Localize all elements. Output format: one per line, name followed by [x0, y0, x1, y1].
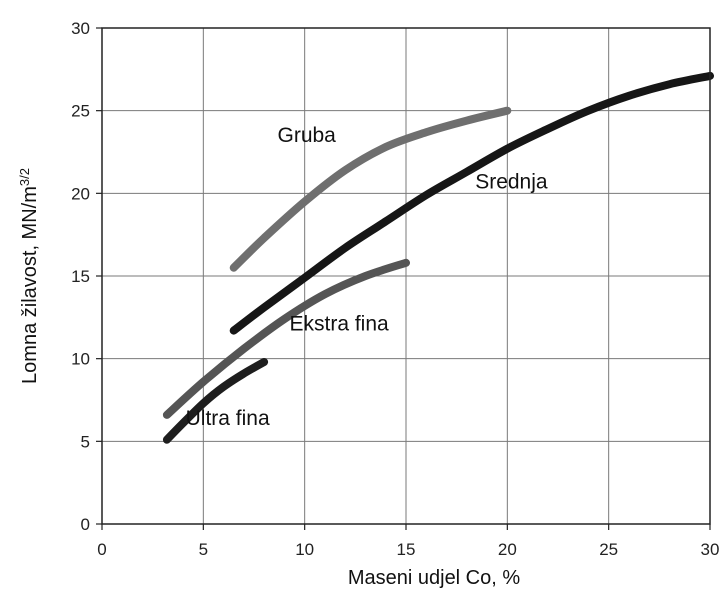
x-axis-title: Maseni udjel Co, %: [348, 567, 521, 589]
y-tick-label: 5: [81, 432, 90, 451]
series-line-ultra-fina: [162, 358, 269, 444]
series-labels: Gruba Srednja Ekstra fina Ultra fina: [186, 124, 548, 430]
y-tick-label: 15: [71, 267, 90, 286]
x-tick-label: 30: [701, 540, 720, 559]
y-tick-label: 30: [71, 19, 90, 38]
series-line-gruba: [229, 106, 512, 272]
x-tick-label: 0: [97, 540, 106, 559]
y-tick-label: 20: [71, 184, 90, 203]
y-axis-title-text: Lomna žilavost, MN/m: [19, 186, 41, 384]
series-label-ekstra-fina: Ekstra fina: [290, 313, 390, 336]
series-line-ekstra-fina: [162, 258, 410, 419]
y-axis-title-superscript: 3/2: [17, 168, 32, 186]
x-tick-label: 15: [397, 540, 416, 559]
y-axis-title: Lomna žilavost, MN/m3/2: [17, 168, 42, 384]
x-tick-label: 5: [199, 540, 208, 559]
y-tick-label: 0: [81, 515, 90, 534]
x-tick-label: 25: [599, 540, 618, 559]
series-line-srednja: [229, 71, 714, 335]
series-lines: [162, 71, 714, 444]
y-tick-label: 10: [71, 350, 90, 369]
series-label-gruba: Gruba: [278, 124, 337, 147]
series-label-ultra-fina: Ultra fina: [186, 407, 270, 430]
x-tick-label: 20: [498, 540, 517, 559]
y-tick-label: 25: [71, 102, 90, 121]
x-tick-label: 10: [295, 540, 314, 559]
tick-labels: 0 5 10 15 20 25 30 0 5 10 15 20 25 30: [71, 19, 719, 559]
series-label-srednja: Srednja: [475, 170, 548, 193]
